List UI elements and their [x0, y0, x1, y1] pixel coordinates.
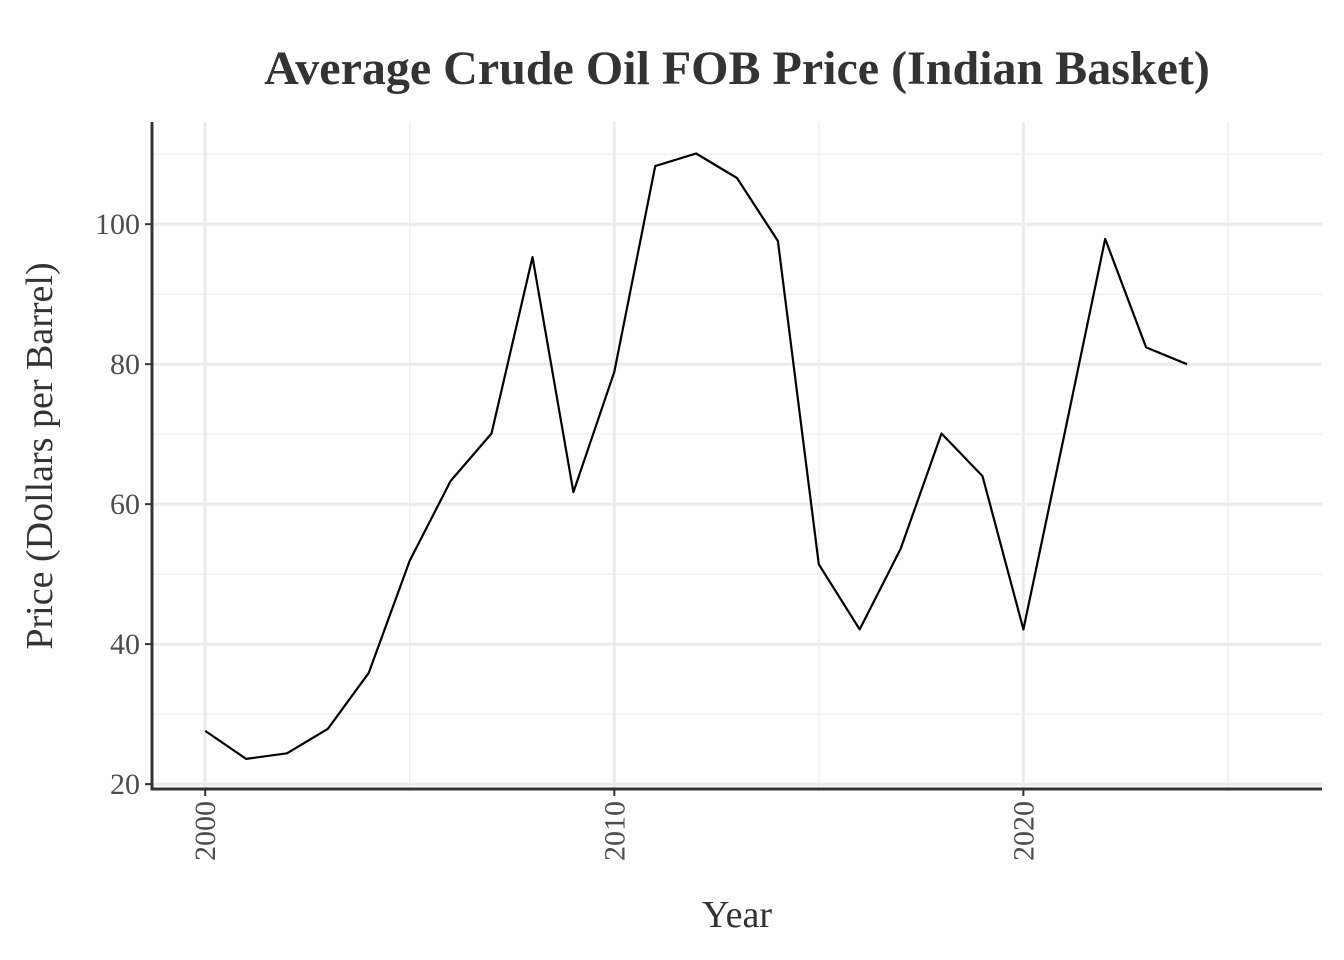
series: [204, 152, 1188, 761]
y-tick-label: 20: [110, 768, 140, 801]
y-tick-label: 80: [110, 348, 140, 381]
y-tick-label: 40: [110, 628, 140, 661]
x-tick-label: 2010: [598, 801, 631, 861]
x-axis-label: Year: [702, 894, 772, 936]
chart-title: Average Crude Oil FOB Price (Indian Bask…: [264, 42, 1210, 95]
axes: 20 40 60 80 100 2000 2010 2020: [95, 122, 1322, 861]
x-tick-label: 2000: [189, 801, 222, 861]
y-tick-label: 100: [95, 208, 140, 241]
x-tick-label: 2020: [1007, 801, 1040, 861]
grid: [152, 122, 1322, 789]
y-axis-label: Price (Dollars per Barrel): [19, 262, 61, 649]
series-line: [204, 152, 1188, 761]
y-tick-label: 60: [110, 488, 140, 521]
